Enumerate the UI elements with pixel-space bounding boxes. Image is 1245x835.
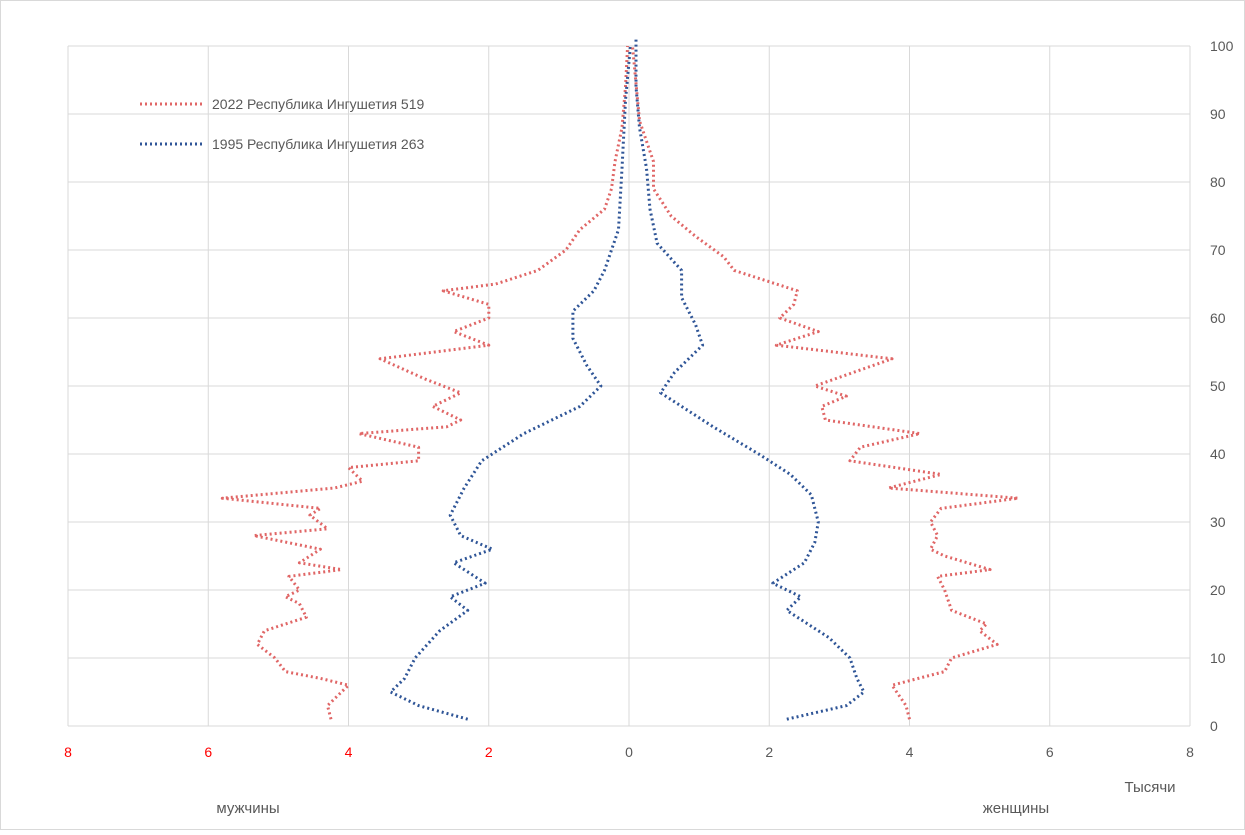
left-side-label: мужчины	[216, 800, 279, 817]
y-tick-label: 20	[1210, 582, 1226, 598]
y-tick-label: 80	[1210, 174, 1226, 190]
x-tick-label: 6	[1046, 744, 1054, 760]
legend-label-2022: 2022 Республика Ингушетия 519	[212, 96, 424, 112]
x-tick-label: 4	[345, 744, 353, 760]
x-tick-label: 0	[625, 744, 633, 760]
series-lines	[220, 39, 1020, 721]
x-tick-label: 4	[906, 744, 914, 760]
right-side-label: женщины	[983, 800, 1049, 817]
y-tick-label: 30	[1210, 514, 1226, 530]
y-tick-label: 100	[1210, 38, 1234, 54]
x-axis-ticks: 8 6 4 2 0 2 4 6 8	[64, 744, 1194, 760]
y-tick-label: 10	[1210, 650, 1226, 666]
legend: 2022 Республика Ингушетия 519 1995 Респу…	[140, 96, 424, 152]
x-tick-label: 2	[765, 744, 773, 760]
legend-label-1995: 1995 Республика Ингушетия 263	[212, 136, 424, 152]
grid	[67, 45, 1191, 727]
x-tick-label: 6	[204, 744, 212, 760]
series-line-2	[631, 45, 1020, 720]
y-tick-label: 90	[1210, 106, 1226, 122]
series-line-1	[389, 45, 632, 721]
y-tick-label: 50	[1210, 378, 1226, 394]
y-tick-label: 60	[1210, 310, 1226, 326]
x-axis-unit-label: Тысячи	[1124, 779, 1175, 796]
x-tick-label: 8	[64, 744, 72, 760]
y-axis-ticks: 0 10 20 30 40 50 60 70 80 90 100	[1210, 38, 1234, 734]
x-tick-label: 8	[1186, 744, 1194, 760]
y-tick-label: 0	[1210, 718, 1218, 734]
x-tick-label: 2	[485, 744, 493, 760]
y-tick-label: 70	[1210, 242, 1226, 258]
y-tick-label: 40	[1210, 446, 1226, 462]
